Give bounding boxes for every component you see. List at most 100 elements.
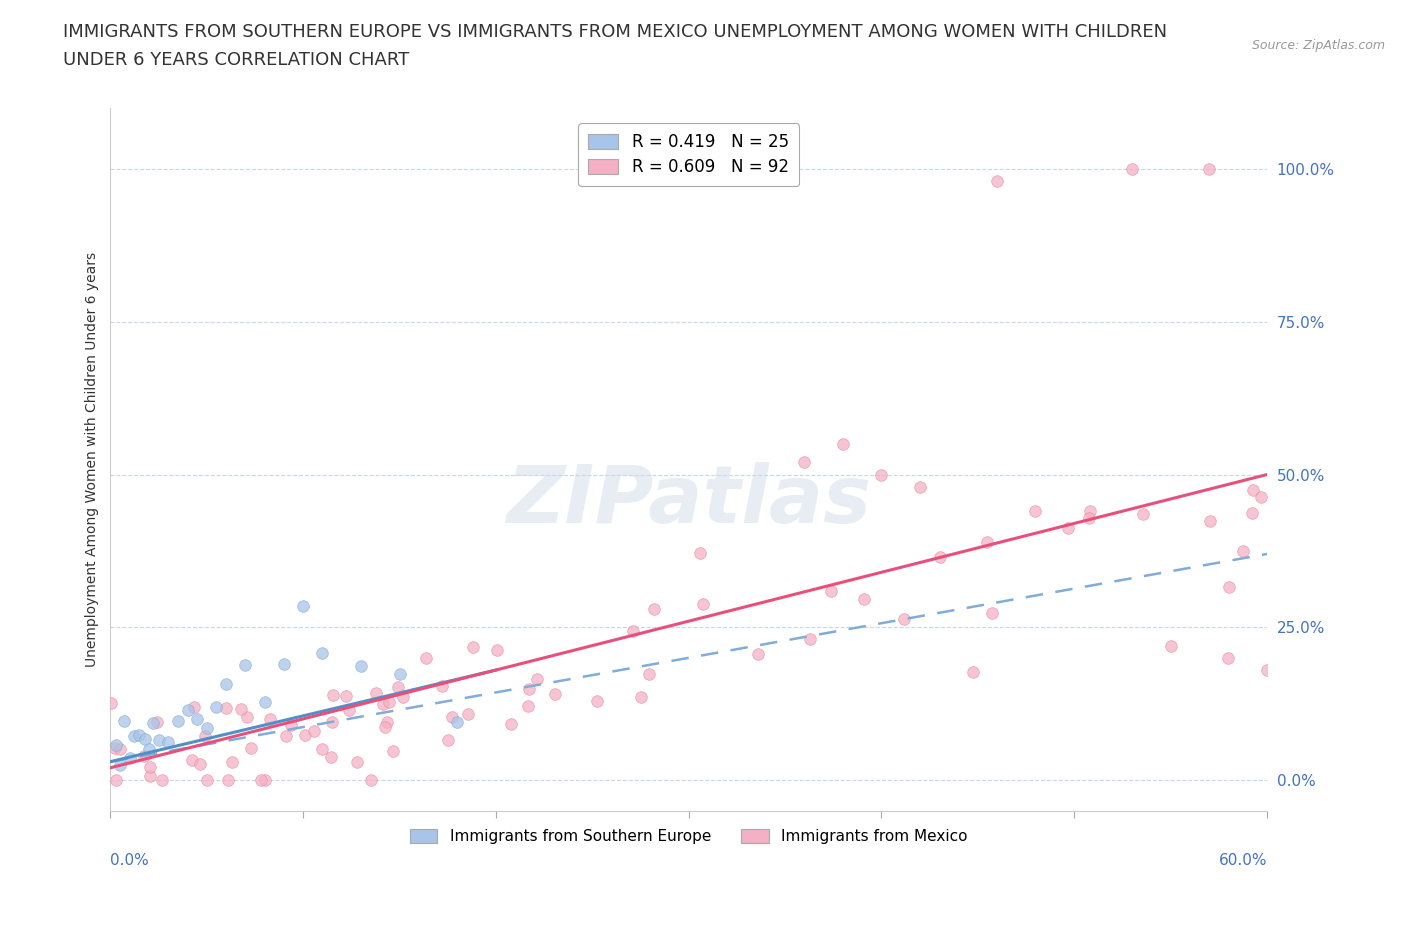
Point bbox=[321, 714, 343, 729]
Point bbox=[138, 759, 160, 774]
Point bbox=[108, 741, 131, 756]
Point bbox=[274, 728, 297, 743]
Point bbox=[229, 701, 252, 716]
Point bbox=[1057, 521, 1080, 536]
Point bbox=[337, 702, 360, 717]
Point bbox=[142, 716, 165, 731]
Point bbox=[253, 695, 276, 710]
Point bbox=[122, 729, 145, 744]
Point bbox=[382, 744, 405, 759]
Point bbox=[105, 773, 128, 788]
Point bbox=[215, 701, 238, 716]
Point bbox=[311, 646, 333, 661]
Point bbox=[186, 712, 208, 727]
Point bbox=[976, 535, 998, 550]
Point bbox=[415, 651, 437, 666]
Point bbox=[799, 631, 821, 646]
Point bbox=[194, 728, 217, 743]
Text: UNDER 6 YEARS CORRELATION CHART: UNDER 6 YEARS CORRELATION CHART bbox=[63, 51, 409, 69]
Point bbox=[105, 738, 128, 753]
Point bbox=[893, 611, 915, 626]
Point bbox=[440, 710, 463, 724]
Text: 0.0%: 0.0% bbox=[111, 853, 149, 868]
Point bbox=[1121, 162, 1143, 177]
Point bbox=[820, 584, 842, 599]
Point bbox=[391, 689, 413, 704]
Point bbox=[215, 676, 238, 691]
Point bbox=[692, 596, 714, 611]
Point bbox=[832, 436, 855, 451]
Point bbox=[986, 174, 1008, 189]
Point bbox=[1241, 505, 1264, 520]
Point bbox=[112, 713, 135, 728]
Point bbox=[183, 699, 205, 714]
Point bbox=[388, 667, 411, 682]
Point bbox=[1218, 579, 1240, 594]
Point bbox=[446, 714, 468, 729]
Point bbox=[138, 741, 160, 756]
Point bbox=[517, 682, 540, 697]
Point bbox=[148, 733, 170, 748]
Point bbox=[501, 717, 523, 732]
Point bbox=[132, 749, 155, 764]
Point bbox=[377, 695, 399, 710]
Point bbox=[181, 752, 204, 767]
Text: 60.0%: 60.0% bbox=[1219, 853, 1267, 868]
Point bbox=[793, 455, 815, 470]
Point bbox=[870, 467, 893, 482]
Point bbox=[962, 665, 984, 680]
Point bbox=[1199, 514, 1222, 529]
Point bbox=[908, 479, 931, 494]
Text: Source: ZipAtlas.com: Source: ZipAtlas.com bbox=[1251, 39, 1385, 52]
Point bbox=[929, 549, 952, 564]
Point bbox=[1132, 507, 1154, 522]
Point bbox=[980, 605, 1002, 620]
Point bbox=[294, 727, 316, 742]
Point bbox=[374, 720, 396, 735]
Point bbox=[747, 646, 769, 661]
Point bbox=[150, 773, 173, 788]
Point bbox=[292, 598, 315, 613]
Point bbox=[321, 750, 343, 764]
Point bbox=[1024, 504, 1046, 519]
Point bbox=[195, 773, 218, 788]
Point bbox=[1250, 489, 1272, 504]
Point bbox=[157, 735, 180, 750]
Point bbox=[302, 724, 325, 738]
Point bbox=[430, 678, 453, 693]
Point bbox=[128, 727, 150, 742]
Point bbox=[335, 688, 357, 703]
Point bbox=[273, 657, 295, 671]
Point bbox=[235, 658, 257, 672]
Point bbox=[280, 717, 302, 732]
Point bbox=[486, 643, 509, 658]
Point bbox=[364, 685, 387, 700]
Text: ZIPatlas: ZIPatlas bbox=[506, 462, 872, 540]
Point bbox=[630, 690, 652, 705]
Point bbox=[250, 773, 273, 788]
Point bbox=[387, 679, 409, 694]
Point bbox=[1198, 162, 1220, 177]
Point bbox=[853, 591, 876, 606]
Point bbox=[585, 694, 607, 709]
Point bbox=[463, 640, 485, 655]
Y-axis label: Unemployment Among Women with Children Under 6 years: Unemployment Among Women with Children U… bbox=[86, 252, 100, 667]
Point bbox=[360, 773, 382, 788]
Point bbox=[643, 602, 665, 617]
Point bbox=[146, 714, 169, 729]
Point bbox=[373, 697, 395, 711]
Point bbox=[167, 713, 190, 728]
Point bbox=[544, 686, 567, 701]
Point bbox=[1241, 483, 1264, 498]
Text: IMMIGRANTS FROM SOUTHERN EUROPE VS IMMIGRANTS FROM MEXICO UNEMPLOYMENT AMONG WOM: IMMIGRANTS FROM SOUTHERN EUROPE VS IMMIG… bbox=[63, 23, 1167, 41]
Point bbox=[1160, 638, 1182, 653]
Point bbox=[235, 710, 257, 724]
Point bbox=[1078, 504, 1101, 519]
Point bbox=[108, 757, 131, 772]
Point bbox=[104, 740, 127, 755]
Point bbox=[188, 756, 211, 771]
Point bbox=[118, 751, 141, 765]
Point bbox=[375, 714, 398, 729]
Point bbox=[176, 702, 198, 717]
Legend: Immigrants from Southern Europe, Immigrants from Mexico: Immigrants from Southern Europe, Immigra… bbox=[402, 822, 976, 852]
